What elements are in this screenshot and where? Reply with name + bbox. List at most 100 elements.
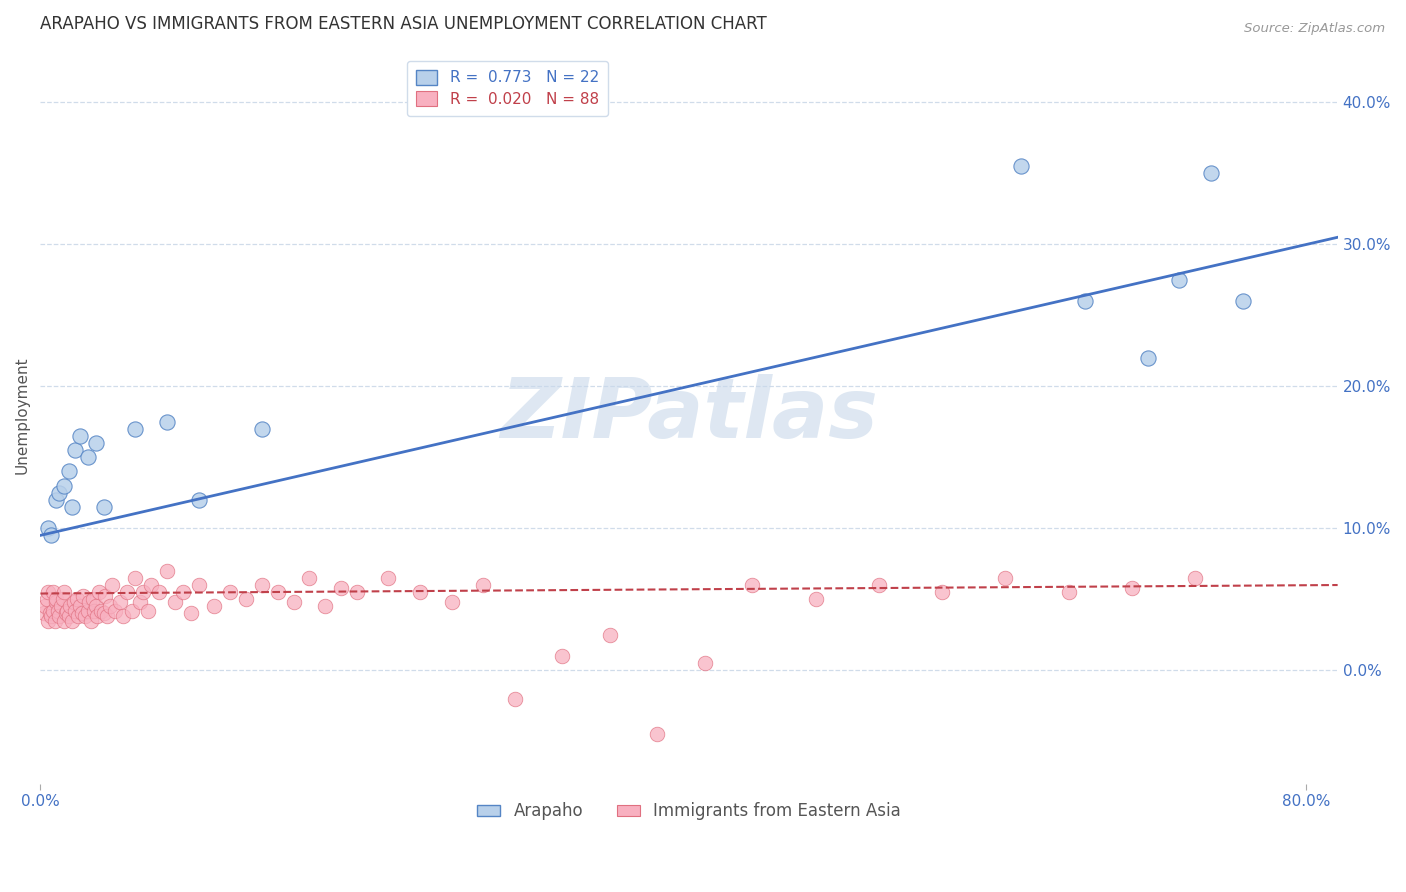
Point <box>34 599 56 614</box>
Text: ARAPAHO VS IMMIGRANTS FROM EASTERN ASIA UNEMPLOYMENT CORRELATION CHART: ARAPAHO VS IMMIGRANTS FROM EASTERN ASIA … <box>41 15 768 33</box>
Point <box>156 415 179 429</box>
Point <box>90 603 112 617</box>
Point <box>37 585 59 599</box>
Point <box>48 485 70 500</box>
Point <box>63 603 86 617</box>
Point <box>1184 571 1206 585</box>
Point <box>599 628 621 642</box>
Point <box>1136 351 1159 365</box>
Point <box>235 592 257 607</box>
Point <box>35 592 58 607</box>
Point <box>1121 581 1143 595</box>
Point <box>96 609 118 624</box>
Point <box>100 578 122 592</box>
Point <box>44 614 66 628</box>
Point <box>129 595 152 609</box>
Point <box>42 603 65 617</box>
Point <box>60 614 83 628</box>
Point <box>51 592 73 607</box>
Point <box>79 595 101 609</box>
Y-axis label: Unemployment: Unemployment <box>15 356 30 474</box>
Point <box>69 429 91 443</box>
Point <box>73 609 96 624</box>
Point <box>647 727 669 741</box>
Point <box>250 422 273 436</box>
Point <box>49 599 72 614</box>
Point <box>267 585 290 599</box>
Point <box>108 595 131 609</box>
Point <box>67 609 90 624</box>
Point <box>440 595 463 609</box>
Point <box>77 450 100 465</box>
Point <box>250 578 273 592</box>
Point <box>741 578 763 592</box>
Point <box>62 595 84 609</box>
Point <box>693 656 716 670</box>
Point <box>55 607 77 621</box>
Point <box>472 578 495 592</box>
Point <box>45 595 67 609</box>
Point <box>124 571 146 585</box>
Point <box>156 564 179 578</box>
Point <box>80 614 103 628</box>
Point <box>994 571 1017 585</box>
Point <box>77 603 100 617</box>
Point <box>58 609 80 624</box>
Point <box>45 592 67 607</box>
Point <box>868 578 890 592</box>
Point <box>314 599 336 614</box>
Point <box>69 599 91 614</box>
Point <box>1010 159 1032 173</box>
Point <box>141 578 163 592</box>
Point <box>377 571 399 585</box>
Point <box>53 478 76 492</box>
Point <box>283 595 305 609</box>
Point <box>53 614 76 628</box>
Text: ZIPatlas: ZIPatlas <box>501 375 877 455</box>
Point <box>84 599 107 614</box>
Point <box>804 592 827 607</box>
Point <box>53 585 76 599</box>
Point <box>60 500 83 514</box>
Point <box>93 500 115 514</box>
Point <box>931 585 953 599</box>
Point <box>72 590 94 604</box>
Point <box>132 585 155 599</box>
Point <box>38 607 60 621</box>
Point <box>41 528 63 542</box>
Point <box>83 603 105 617</box>
Point <box>219 585 242 599</box>
Point <box>56 603 79 617</box>
Point <box>41 609 63 624</box>
Point <box>94 590 117 604</box>
Point <box>136 603 159 617</box>
Point <box>46 603 69 617</box>
Point <box>45 492 67 507</box>
Point <box>1057 585 1080 599</box>
Point <box>172 585 194 599</box>
Point <box>58 465 80 479</box>
Point <box>87 585 110 599</box>
Point <box>204 599 226 614</box>
Text: Source: ZipAtlas.com: Source: ZipAtlas.com <box>1244 22 1385 36</box>
Point <box>1168 273 1191 287</box>
Point <box>37 521 59 535</box>
Point <box>42 585 65 599</box>
Point <box>66 592 89 607</box>
Legend: Arapaho, Immigrants from Eastern Asia: Arapaho, Immigrants from Eastern Asia <box>471 796 908 827</box>
Point <box>104 603 127 617</box>
Point <box>59 599 82 614</box>
Point <box>187 578 209 592</box>
Point <box>84 436 107 450</box>
Point <box>1073 294 1095 309</box>
Point <box>1232 294 1254 309</box>
Point <box>86 609 108 624</box>
Point <box>32 607 55 621</box>
Point <box>187 492 209 507</box>
Point <box>48 609 70 624</box>
Point <box>163 595 186 609</box>
Point <box>93 607 115 621</box>
Point <box>37 614 59 628</box>
Point <box>1199 166 1222 180</box>
Point <box>63 443 86 458</box>
